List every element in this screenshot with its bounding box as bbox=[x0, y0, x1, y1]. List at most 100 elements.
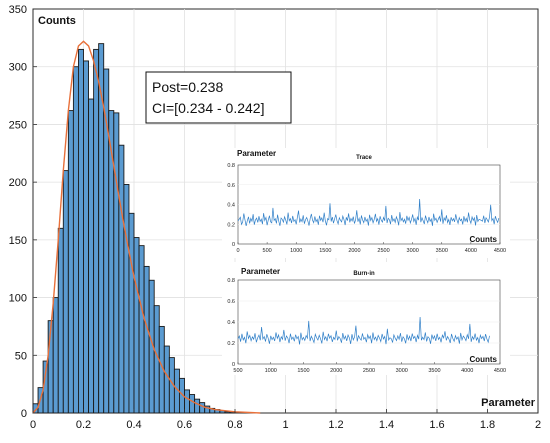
histogram-x-tick-label: 0.6 bbox=[177, 419, 192, 431]
histogram-x-tick-label: 0 bbox=[30, 419, 36, 431]
trace-y-ticks: 0 0.2 0.4 0.6 0.8 bbox=[227, 163, 235, 248]
posterior-annotation: Post=0.238 CI=[0.234 - 0.242] bbox=[145, 71, 292, 124]
histogram-bar bbox=[143, 265, 150, 414]
histogram-bar bbox=[163, 345, 170, 414]
histogram-x-tick-label: 1.8 bbox=[480, 419, 495, 431]
histogram-bar bbox=[83, 60, 89, 414]
histogram-bars bbox=[32, 43, 236, 414]
trace-y-tick-label: 0.8 bbox=[227, 163, 235, 169]
histogram-bar bbox=[128, 212, 135, 414]
trace-x-ticks: 0 500 1000 1500 2000 2500 3000 3500 4000 4500 bbox=[236, 242, 506, 254]
histogram-bar bbox=[199, 402, 206, 414]
burn-in-x-tick-label: 500 bbox=[233, 368, 242, 374]
histogram-x-tick-label: 2 bbox=[535, 419, 541, 431]
burn-in-x-tick-label: 4000 bbox=[461, 368, 473, 374]
histogram-y-tick-label: 250 bbox=[9, 119, 27, 131]
histogram-x-tick-label: 0.4 bbox=[126, 419, 141, 431]
histogram-y-tick-label: 100 bbox=[9, 293, 27, 305]
annotation-post: Post=0.238 bbox=[152, 79, 223, 95]
histogram-bar bbox=[108, 110, 115, 414]
histogram-y-tick-label: 0 bbox=[21, 408, 27, 420]
histogram-bar bbox=[224, 411, 231, 414]
trace-inset: 0 500 1000 1500 2000 2500 3000 3500 4000 4500 0 0.… bbox=[222, 148, 510, 258]
trace-x-tick-label: 2500 bbox=[377, 248, 389, 254]
burn-in-x-tick-label: 1500 bbox=[297, 368, 309, 374]
histogram-bar bbox=[57, 227, 64, 414]
histogram-y-tick-label: 50 bbox=[15, 350, 27, 362]
burn-in-x-tick-label: 2000 bbox=[330, 368, 342, 374]
burn-in-y-ticks: 0 0.2 0.4 0.6 0.8 bbox=[227, 278, 235, 368]
burn-in-y-tick-label: 0.8 bbox=[227, 278, 235, 284]
trace-x-tick-label: 4500 bbox=[494, 248, 506, 254]
histogram-x-ticks: 0 0.2 0.4 0.6 0.8 1 1.2 1.4 1.6 1.8 2 bbox=[30, 409, 541, 431]
histogram-bar bbox=[133, 237, 140, 414]
trace-y-tick-label: 0.2 bbox=[227, 222, 235, 228]
trace-y-tick-label: 0.6 bbox=[227, 183, 235, 189]
burn-in-y-tick-label: 0.2 bbox=[227, 341, 235, 347]
histogram-bar bbox=[184, 389, 191, 414]
trace-x-tick-label: 1500 bbox=[319, 248, 331, 254]
burn-in-series-line bbox=[237, 316, 490, 345]
burn-in-x-tick-label: 3000 bbox=[396, 368, 408, 374]
histogram-x-tick-label: 0.2 bbox=[76, 419, 91, 431]
histogram-y-axis-label: Counts bbox=[38, 15, 76, 27]
burn-in-x-tick-label: 4500 bbox=[494, 368, 506, 374]
histogram-bar bbox=[189, 394, 196, 414]
histogram-bar bbox=[98, 43, 105, 414]
histogram-bar bbox=[67, 110, 74, 414]
trace-x-tick-label: 1000 bbox=[290, 248, 302, 254]
trace-series-line bbox=[237, 199, 500, 227]
trace-x-tick-label: 2000 bbox=[348, 248, 360, 254]
burn-in-y-tick-label: 0 bbox=[232, 362, 235, 368]
histogram-x-tick-label: 1.2 bbox=[328, 419, 343, 431]
histogram-y-ticks: 0 50 100 150 200 250 300 350 bbox=[9, 4, 37, 420]
burn-in-y-tick-label: 0.4 bbox=[227, 320, 235, 326]
histogram-y-tick-label: 200 bbox=[9, 177, 27, 189]
histogram-y-tick-label: 300 bbox=[9, 62, 27, 74]
histogram-x-tick-label: 1.6 bbox=[429, 419, 444, 431]
trace-grid bbox=[238, 184, 500, 225]
annotation-ci: CI=[0.234 - 0.242] bbox=[152, 100, 264, 116]
burn-in-grid bbox=[238, 300, 500, 344]
trace-y-tick-label: 0 bbox=[232, 242, 235, 248]
burn-in-x-tick-label: 3500 bbox=[428, 368, 440, 374]
trace-x-axis-label: Counts bbox=[469, 235, 497, 244]
histogram-bar bbox=[52, 297, 59, 414]
histogram-bar bbox=[93, 48, 100, 414]
burn-in-x-tick-label: 2500 bbox=[363, 368, 375, 374]
burn-in-title: Burn-in bbox=[353, 271, 375, 277]
histogram-bar bbox=[118, 144, 125, 414]
burn-in-y-axis-label: Parameter bbox=[241, 267, 280, 276]
fit-curve bbox=[32, 40, 261, 414]
histogram-bar bbox=[138, 245, 145, 414]
burn-in-x-tick-label: 1000 bbox=[265, 368, 277, 374]
trace-x-tick-label: 4000 bbox=[465, 248, 477, 254]
burn-in-x-axis-label: Counts bbox=[469, 355, 497, 364]
histogram-bar bbox=[72, 66, 79, 414]
trace-x-tick-label: 0 bbox=[236, 248, 239, 254]
burn-in-x-ticks: 500 1000 1500 2000 2500 3000 3500 4000 4500 bbox=[233, 362, 506, 374]
histogram-bar bbox=[62, 170, 69, 414]
histogram-bar bbox=[194, 398, 201, 414]
trace-x-tick-label: 500 bbox=[263, 248, 272, 254]
histogram-bar bbox=[113, 112, 120, 414]
trace-x-tick-label: 3000 bbox=[407, 248, 419, 254]
histogram-x-tick-label: 1.4 bbox=[379, 419, 394, 431]
histogram-x-tick-label: 1 bbox=[282, 419, 288, 431]
burn-in-y-tick-label: 0.6 bbox=[227, 299, 235, 305]
trace-x-tick-label: 3500 bbox=[436, 248, 448, 254]
histogram-bar bbox=[77, 48, 84, 414]
trace-title: Trace bbox=[356, 155, 372, 161]
trace-y-axis-label: Parameter bbox=[237, 149, 276, 158]
histogram-bar bbox=[88, 98, 95, 414]
histogram-x-axis-label: Parameter bbox=[481, 397, 536, 409]
burn-in-inset: 500 1000 1500 2000 2500 3000 3500 4000 4500 0 0.2… bbox=[222, 262, 510, 375]
trace-y-tick-label: 0.4 bbox=[227, 203, 235, 209]
histogram-y-tick-label: 350 bbox=[9, 4, 27, 16]
annotation-box bbox=[145, 71, 292, 124]
histogram-y-tick-label: 150 bbox=[9, 235, 27, 247]
histogram-x-tick-label: 0.8 bbox=[227, 419, 242, 431]
histogram-bar bbox=[123, 184, 130, 414]
